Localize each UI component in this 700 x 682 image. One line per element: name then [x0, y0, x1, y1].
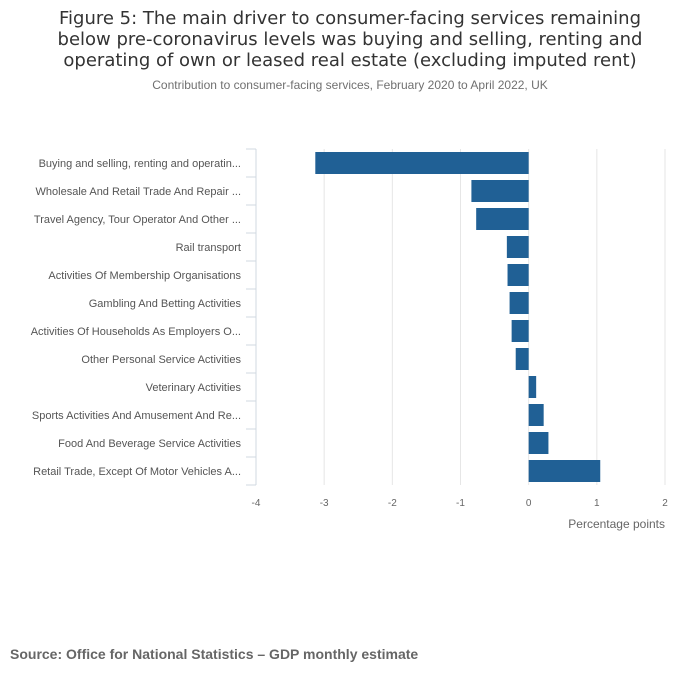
bar[interactable] [528, 432, 549, 454]
y-axis-ticks [246, 148, 256, 486]
category-label: Retail Trade, Except Of Motor Vehicles A… [33, 466, 241, 478]
source-note: Source: Office for National Statistics –… [10, 646, 419, 662]
bar[interactable] [471, 180, 529, 202]
x-tick-label: -4 [252, 498, 261, 509]
x-tick-label: -2 [388, 498, 397, 509]
bar[interactable] [515, 348, 529, 370]
bar[interactable] [528, 404, 544, 426]
category-label: Other Personal Service Activities [81, 354, 241, 366]
bar[interactable] [511, 320, 529, 342]
category-label: Activities Of Membership Organisations [48, 270, 241, 282]
x-tick-label: -1 [456, 498, 465, 509]
category-labels: Buying and selling, renting and operatin… [31, 158, 242, 478]
category-label: Wholesale And Retail Trade And Repair ..… [36, 186, 241, 198]
bar[interactable] [476, 208, 529, 230]
x-tick-label: 0 [526, 498, 532, 509]
category-label: Rail transport [176, 242, 241, 254]
gridlines [255, 149, 666, 485]
bars [315, 152, 601, 482]
x-tick-label: 1 [594, 498, 600, 509]
bar[interactable] [506, 236, 529, 258]
category-label: Travel Agency, Tour Operator And Other .… [34, 214, 241, 226]
bar[interactable] [528, 376, 537, 398]
category-label: Activities Of Households As Employers O.… [31, 326, 241, 338]
category-label: Sports Activities And Amusement And Re..… [32, 410, 241, 422]
x-tick-label: -3 [320, 498, 329, 509]
bar[interactable] [528, 460, 601, 482]
bar[interactable] [507, 264, 529, 286]
x-tick-label: 2 [662, 498, 668, 509]
category-label: Gambling And Betting Activities [89, 298, 242, 310]
x-tick-labels: -4 -3 -2 -1 0 1 2 [252, 498, 669, 509]
category-label: Food And Beverage Service Activities [58, 438, 241, 450]
chart-subtitle: Contribution to consumer-facing services… [152, 78, 548, 92]
x-axis-title: Percentage points [568, 517, 665, 531]
bar[interactable] [509, 292, 529, 314]
category-label: Veterinary Activities [146, 382, 242, 394]
category-label: Buying and selling, renting and operatin… [39, 158, 241, 170]
chart-title: Figure 5: The main driver to consumer-fa… [57, 8, 643, 71]
bar[interactable] [315, 152, 529, 174]
